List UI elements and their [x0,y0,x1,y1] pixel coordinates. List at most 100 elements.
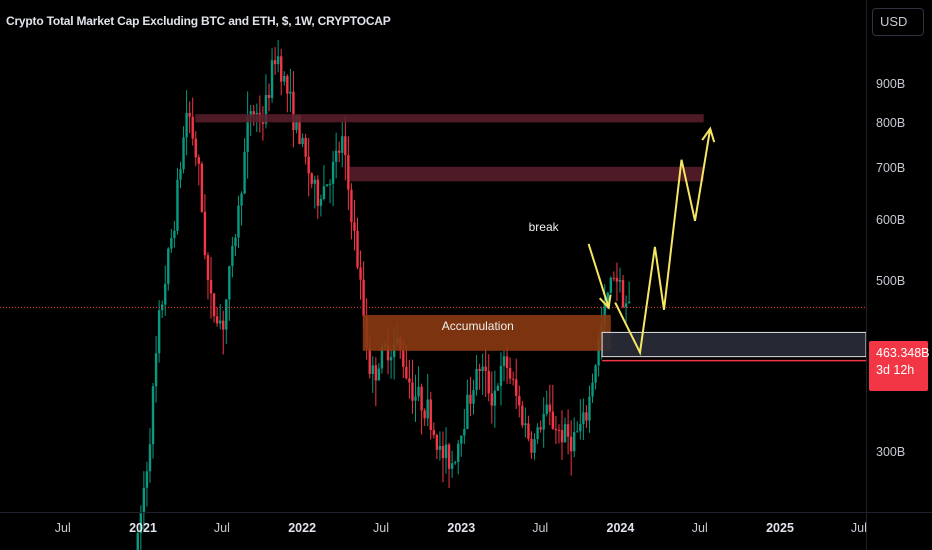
candle-body [273,60,277,65]
candle-body [341,136,344,153]
candle-body [218,320,222,324]
candle-body [420,386,423,411]
candle-body [618,279,622,282]
candle-body [206,255,210,280]
candle-body [417,386,420,397]
price-axis-separator [866,0,867,550]
candle-body [527,423,530,439]
candle-body [310,173,313,184]
candle-body [353,222,356,231]
candle-body [283,75,286,82]
candle-body [487,370,490,394]
candle-body [295,115,298,130]
x-tick-label: Jul [532,521,549,535]
candle-body [289,91,292,94]
candle-body [453,461,457,464]
candle-body [334,150,338,162]
candle-body [164,283,167,305]
candle-body [554,428,558,431]
candle-body [243,151,246,194]
candle-body [429,399,432,431]
candle-body [377,368,381,381]
candle-body [374,365,378,381]
candle-body [484,366,487,371]
candle-body [511,378,515,380]
x-tick-label: Jul [850,521,867,535]
x-tick-label: 2023 [447,521,476,535]
candle-body [557,430,561,432]
zone-box [601,331,867,358]
candle-body [463,428,466,436]
candle-body [261,121,265,124]
candle-body [222,320,225,330]
candle-body [304,137,307,157]
candle-body [432,430,436,435]
candle-body [597,339,600,366]
y-tick-label: 500B [876,273,906,288]
candle-body [545,404,548,414]
candle-body [154,353,158,387]
y-tick-label: 600B [876,212,906,227]
candle-body [276,56,280,65]
candle-body [542,413,545,430]
candle-body [176,179,179,231]
candle-body [588,396,591,421]
candle-body [362,279,365,317]
candle-body [331,161,335,184]
zone-box [349,166,704,182]
candle-body [200,163,204,212]
candle-body [466,394,469,429]
current-price-tag: 463.348B 3d 12h [869,341,930,391]
accumulation-label: Accumulation [441,318,514,333]
candle-body [566,424,570,437]
chart-title: Crypto Total Market Cap Excluding BTC an… [6,14,391,28]
candle-body [475,368,478,391]
candle-body [612,277,616,279]
x-tick-label: 2024 [606,521,635,535]
candle-body [499,365,503,386]
candle-body [576,431,579,433]
break-label: break [528,219,559,234]
candle-body [386,344,390,361]
candle-body [524,423,527,426]
zones-layer [195,114,867,362]
candle-body [579,424,582,432]
candle-body [585,412,588,421]
candle-body [441,446,445,459]
x-tick-label: 2021 [129,521,157,535]
candle-body [450,463,454,469]
candle-body [212,293,216,317]
candle-body [402,350,405,367]
candle-body [246,117,249,152]
candle-body [228,266,231,300]
candle-body [518,395,521,406]
y-tick-label: 700B [876,161,906,176]
candle-body [438,446,442,450]
candle-body [594,365,597,383]
candle-body [560,430,564,443]
projection-arrowhead [701,126,716,143]
candle-body [533,439,536,453]
candle-body [551,411,555,429]
candle-body [142,487,146,514]
candle-body [481,366,484,372]
x-tick-label: Jul [373,521,390,535]
candle-body [496,385,500,391]
candle-body [536,427,539,440]
currency-button[interactable]: USD [872,8,924,36]
candle-body [423,410,426,419]
candle-body [231,246,234,267]
time-axis-separator [0,512,932,513]
y-tick-label: 900B [876,77,906,91]
candle-body [515,379,518,396]
candle-body [621,279,625,308]
x-tick-label: 2022 [288,521,317,535]
y-tick-label: 800B [876,116,906,131]
x-tick-label: Jul [691,521,708,535]
candle-body [197,157,201,164]
candle-body [215,316,219,324]
candle-body [167,248,170,284]
x-tick-label: Jul [213,521,230,535]
candle-body [191,116,194,139]
